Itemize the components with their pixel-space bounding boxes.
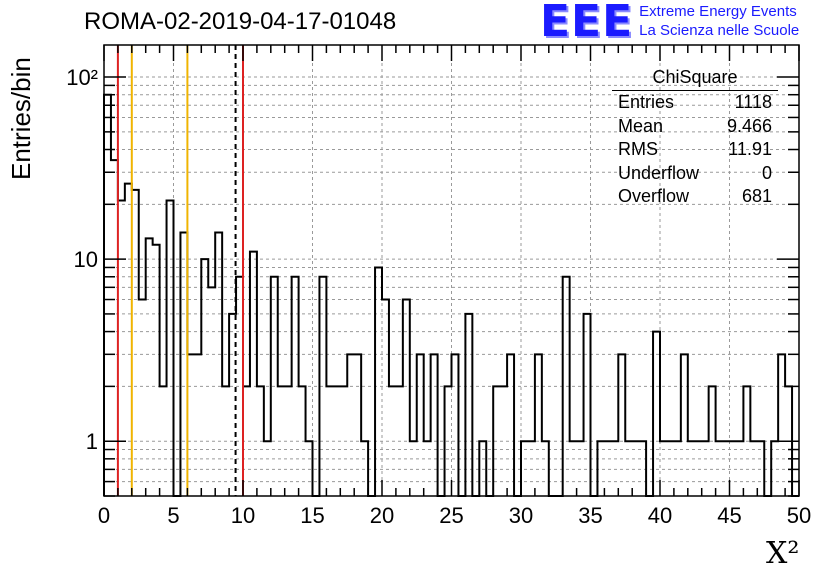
x-tick-label: 40 xyxy=(648,503,672,528)
logo-line-1: Extreme Energy Events xyxy=(639,3,797,20)
eee-logo-text: Extreme Energy Events La Scienza nelle S… xyxy=(639,2,799,40)
x-tick-label: 50 xyxy=(787,503,811,528)
stats-value: 0 xyxy=(761,162,772,183)
x-tick-label: 45 xyxy=(717,503,741,528)
x-tick-label: 35 xyxy=(578,503,602,528)
stats-row-rms: RMS 11.91 xyxy=(612,138,778,162)
eee-logo-mark: EEE xyxy=(540,0,634,47)
stats-label: Overflow xyxy=(618,186,690,206)
x-tick-label: 30 xyxy=(509,503,533,528)
logo-line-2: La Scienza nelle Scuole xyxy=(639,22,800,39)
x-tick-label: 25 xyxy=(439,503,463,528)
x-tick-label: 5 xyxy=(167,503,179,528)
stats-row-mean: Mean 9.466 xyxy=(612,115,778,139)
x-tick-label: 0 xyxy=(98,503,110,528)
stats-row-underflow: Underflow 0 xyxy=(612,162,778,186)
stats-label: Mean xyxy=(618,115,664,136)
stats-label: RMS xyxy=(618,139,658,159)
eee-logo: EEE Extreme Energy Events La Scienza nel… xyxy=(540,0,799,47)
x-tick-label: 20 xyxy=(370,503,394,528)
y-tick-label: 1 xyxy=(86,429,98,454)
chart-title: ROMA-02-2019-04-17-01048 xyxy=(84,8,397,35)
stats-label: Underflow xyxy=(618,162,700,183)
stats-value: 681 xyxy=(741,186,772,206)
stats-row-overflow: Overflow 681 xyxy=(612,185,778,209)
x-tick-label: 15 xyxy=(300,503,324,528)
stats-title: ChiSquare xyxy=(612,66,778,91)
stats-label: Entries xyxy=(618,92,675,112)
stats-box: ChiSquare Entries 1118 Mean 9.466 RMS 11… xyxy=(612,66,778,209)
histogram-series xyxy=(103,93,799,497)
stats-row-entries: Entries 1118 xyxy=(612,91,778,115)
stats-value: 11.91 xyxy=(728,139,772,159)
x-axis-label: X² xyxy=(766,536,800,571)
y-axis-label: Entries/bin xyxy=(6,57,36,180)
y-tick-label: 10 xyxy=(74,247,98,272)
stats-value: 9.466 xyxy=(726,115,772,136)
y-tick-label: 10² xyxy=(66,65,98,90)
plot-area xyxy=(104,45,799,496)
x-tick-label: 10 xyxy=(231,503,255,528)
stats-value: 1118 xyxy=(734,92,772,112)
